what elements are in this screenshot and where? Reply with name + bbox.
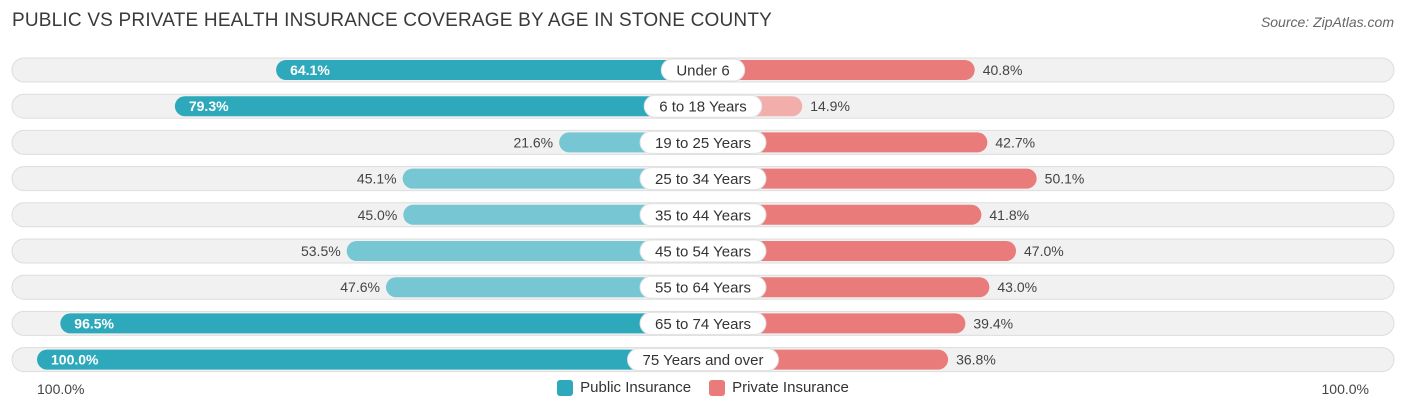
- category-label: Under 6: [676, 63, 729, 80]
- source-credit: Source: ZipAtlas.com: [1260, 14, 1394, 30]
- chart-row: 79.3% 14.9% 6 to 18 Years: [11, 93, 1395, 119]
- bar-label-public: 96.5%: [74, 315, 114, 331]
- chart-row: 21.6% 42.7% 19 to 25 Years: [11, 129, 1395, 155]
- chart-row: 100.0% 36.8% 75 Years and over: [11, 347, 1395, 373]
- chart-row: 47.6% 43.0% 55 to 64 Years: [11, 274, 1395, 300]
- category-label: 19 to 25 Years: [655, 135, 751, 152]
- bar-label-private: 40.8%: [983, 62, 1023, 78]
- chart-row: 53.5% 47.0% 45 to 54 Years: [11, 238, 1395, 264]
- legend-label-private: Private Insurance: [732, 379, 849, 396]
- category-pill: [639, 311, 767, 335]
- chart-row: 45.1% 50.1% 25 to 34 Years: [11, 166, 1395, 192]
- bar-private: [703, 60, 975, 80]
- category-pill: [660, 58, 746, 82]
- category-pill: [627, 348, 779, 372]
- category-pill: [639, 239, 767, 263]
- legend-swatch-private: [709, 379, 726, 396]
- category-label: 65 to 74 Years: [655, 316, 751, 333]
- bar-public: [346, 241, 703, 261]
- bar-label-public: 45.1%: [357, 171, 397, 187]
- bar-label-public: 47.6%: [340, 279, 380, 295]
- bar-public: [174, 96, 703, 117]
- bar-public: [37, 349, 703, 370]
- legend-label-public: Public Insurance: [580, 379, 692, 396]
- category-label: 25 to 34 Years: [655, 171, 751, 188]
- bar-private: [703, 313, 966, 334]
- bar-private: [703, 168, 1037, 189]
- bar-public: [385, 277, 703, 298]
- bar-label-public: 53.5%: [301, 243, 341, 259]
- bar-label-private: 36.8%: [956, 352, 996, 368]
- chart-row: 45.0% 41.8% 35 to 44 Years: [11, 202, 1395, 228]
- legend-item-private: Private Insurance: [709, 379, 849, 396]
- bar-label-private: 50.1%: [1045, 171, 1085, 187]
- bar-label-public: 100.0%: [51, 352, 99, 368]
- bar-label-public: 45.0%: [358, 207, 398, 223]
- category-pill: [639, 203, 767, 227]
- bar-public: [276, 60, 703, 80]
- category-label: 75 Years and over: [643, 352, 764, 369]
- chart-title: PUBLIC VS PRIVATE HEALTH INSURANCE COVER…: [12, 10, 772, 31]
- bar-private: [703, 132, 988, 153]
- bar-label-public: 64.1%: [290, 62, 330, 78]
- category-label: 55 to 64 Years: [655, 280, 751, 297]
- bar-public: [60, 313, 704, 334]
- bar-private: [703, 277, 990, 298]
- bar-label-private: 14.9%: [810, 98, 850, 114]
- bar-private: [703, 241, 1017, 261]
- axis-left-label: 100.0%: [37, 381, 85, 397]
- bar-label-public: 79.3%: [189, 98, 229, 114]
- category-label: 45 to 54 Years: [655, 244, 751, 261]
- bar-public: [402, 168, 703, 189]
- legend-item-public: Public Insurance: [557, 379, 691, 396]
- bar-label-private: 39.4%: [973, 315, 1013, 331]
- category-pill: [643, 94, 763, 118]
- axis-right-label: 100.0%: [1321, 381, 1369, 397]
- category-pill: [639, 167, 767, 191]
- chart-row: 64.1% 40.8% Under 6: [11, 57, 1395, 83]
- category-pill: [639, 275, 767, 299]
- category-label: 35 to 44 Years: [655, 207, 751, 224]
- legend-swatch-public: [557, 379, 574, 396]
- bar-private: [703, 204, 982, 225]
- bar-public: [403, 204, 703, 225]
- legend: Public Insurance Private Insurance: [0, 379, 1406, 396]
- category-pill: [639, 130, 767, 154]
- bar-label-private: 42.7%: [995, 134, 1035, 150]
- bar-label-private: 47.0%: [1024, 243, 1064, 259]
- category-label: 6 to 18 Years: [659, 99, 747, 116]
- bar-label-public: 21.6%: [513, 134, 553, 150]
- bar-label-private: 41.8%: [989, 207, 1029, 223]
- bar-label-private: 43.0%: [997, 279, 1037, 295]
- chart-row: 96.5% 39.4% 65 to 74 Years: [11, 310, 1395, 336]
